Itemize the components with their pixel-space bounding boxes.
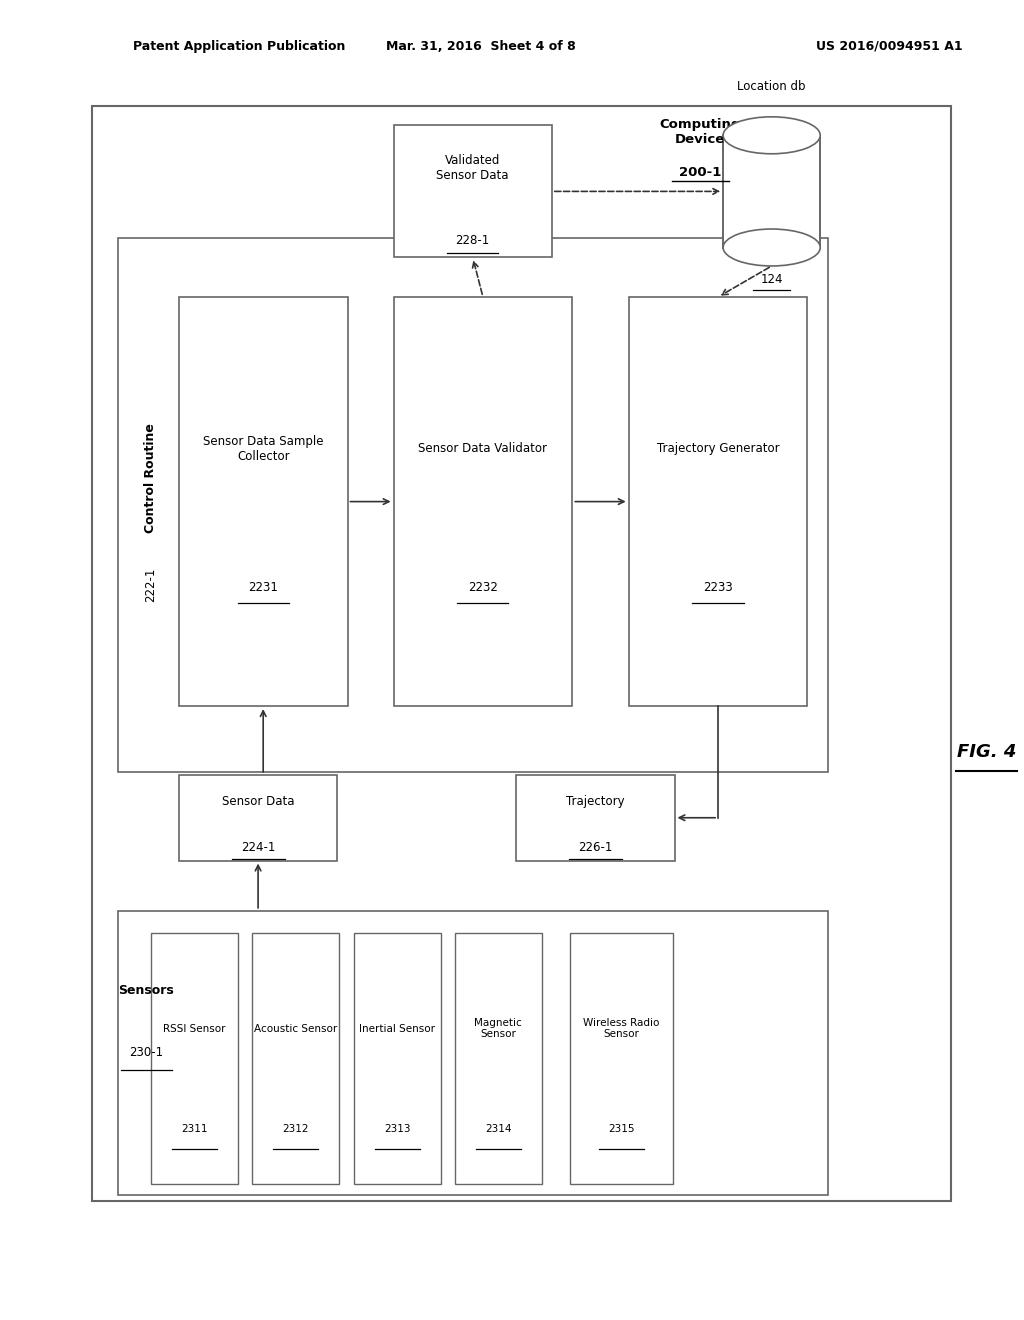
Text: Computing
Device: Computing Device — [659, 117, 740, 147]
Bar — [723, 135, 820, 248]
Text: Wireless Radio
Sensor: Wireless Radio Sensor — [584, 1018, 659, 1039]
Text: US 2016/0094951 A1: US 2016/0094951 A1 — [816, 40, 963, 53]
Text: Sensor Data: Sensor Data — [222, 796, 294, 808]
Text: 224-1: 224-1 — [241, 841, 275, 854]
Text: 200-1: 200-1 — [679, 166, 721, 180]
Text: FIG. 4: FIG. 4 — [956, 743, 1016, 762]
FancyBboxPatch shape — [253, 933, 339, 1184]
FancyBboxPatch shape — [393, 297, 572, 706]
Text: 2315: 2315 — [608, 1123, 635, 1134]
FancyBboxPatch shape — [455, 933, 542, 1184]
Text: Patent Application Publication: Patent Application Publication — [133, 40, 345, 53]
FancyBboxPatch shape — [179, 297, 347, 706]
Text: Mar. 31, 2016  Sheet 4 of 8: Mar. 31, 2016 Sheet 4 of 8 — [385, 40, 575, 53]
Text: 2312: 2312 — [283, 1123, 309, 1134]
Text: 2232: 2232 — [468, 581, 498, 594]
Text: 2313: 2313 — [384, 1123, 411, 1134]
Text: 226-1: 226-1 — [579, 841, 612, 854]
Ellipse shape — [723, 230, 820, 267]
Text: Sensors: Sensors — [119, 983, 174, 997]
FancyBboxPatch shape — [118, 238, 827, 772]
Text: Validated
Sensor Data: Validated Sensor Data — [436, 153, 509, 182]
FancyBboxPatch shape — [393, 125, 552, 257]
Text: Inertial Sensor: Inertial Sensor — [359, 1023, 435, 1034]
FancyBboxPatch shape — [152, 933, 239, 1184]
Text: 2311: 2311 — [181, 1123, 208, 1134]
Text: Control Routine: Control Routine — [143, 424, 157, 533]
Text: 2233: 2233 — [703, 581, 733, 594]
FancyBboxPatch shape — [516, 775, 675, 861]
Text: Trajectory: Trajectory — [566, 796, 625, 808]
Text: 228-1: 228-1 — [456, 234, 489, 247]
FancyBboxPatch shape — [118, 911, 827, 1195]
Text: Trajectory Generator: Trajectory Generator — [656, 442, 779, 455]
Text: Sensor Data Sample
Collector: Sensor Data Sample Collector — [203, 434, 324, 463]
FancyBboxPatch shape — [353, 933, 440, 1184]
Text: 230-1: 230-1 — [129, 1047, 163, 1059]
Text: 222-1: 222-1 — [143, 568, 157, 602]
FancyBboxPatch shape — [629, 297, 808, 706]
Text: Magnetic
Sensor: Magnetic Sensor — [474, 1018, 522, 1039]
Text: Location db: Location db — [737, 81, 806, 92]
FancyBboxPatch shape — [92, 106, 950, 1201]
Text: Sensor Data Validator: Sensor Data Validator — [419, 442, 548, 455]
FancyBboxPatch shape — [570, 933, 673, 1184]
FancyBboxPatch shape — [179, 775, 337, 861]
Text: 124: 124 — [761, 272, 783, 285]
Text: RSSI Sensor: RSSI Sensor — [164, 1023, 226, 1034]
Text: Acoustic Sensor: Acoustic Sensor — [254, 1023, 338, 1034]
Ellipse shape — [723, 116, 820, 153]
Text: 2231: 2231 — [248, 581, 279, 594]
Text: 2314: 2314 — [485, 1123, 512, 1134]
